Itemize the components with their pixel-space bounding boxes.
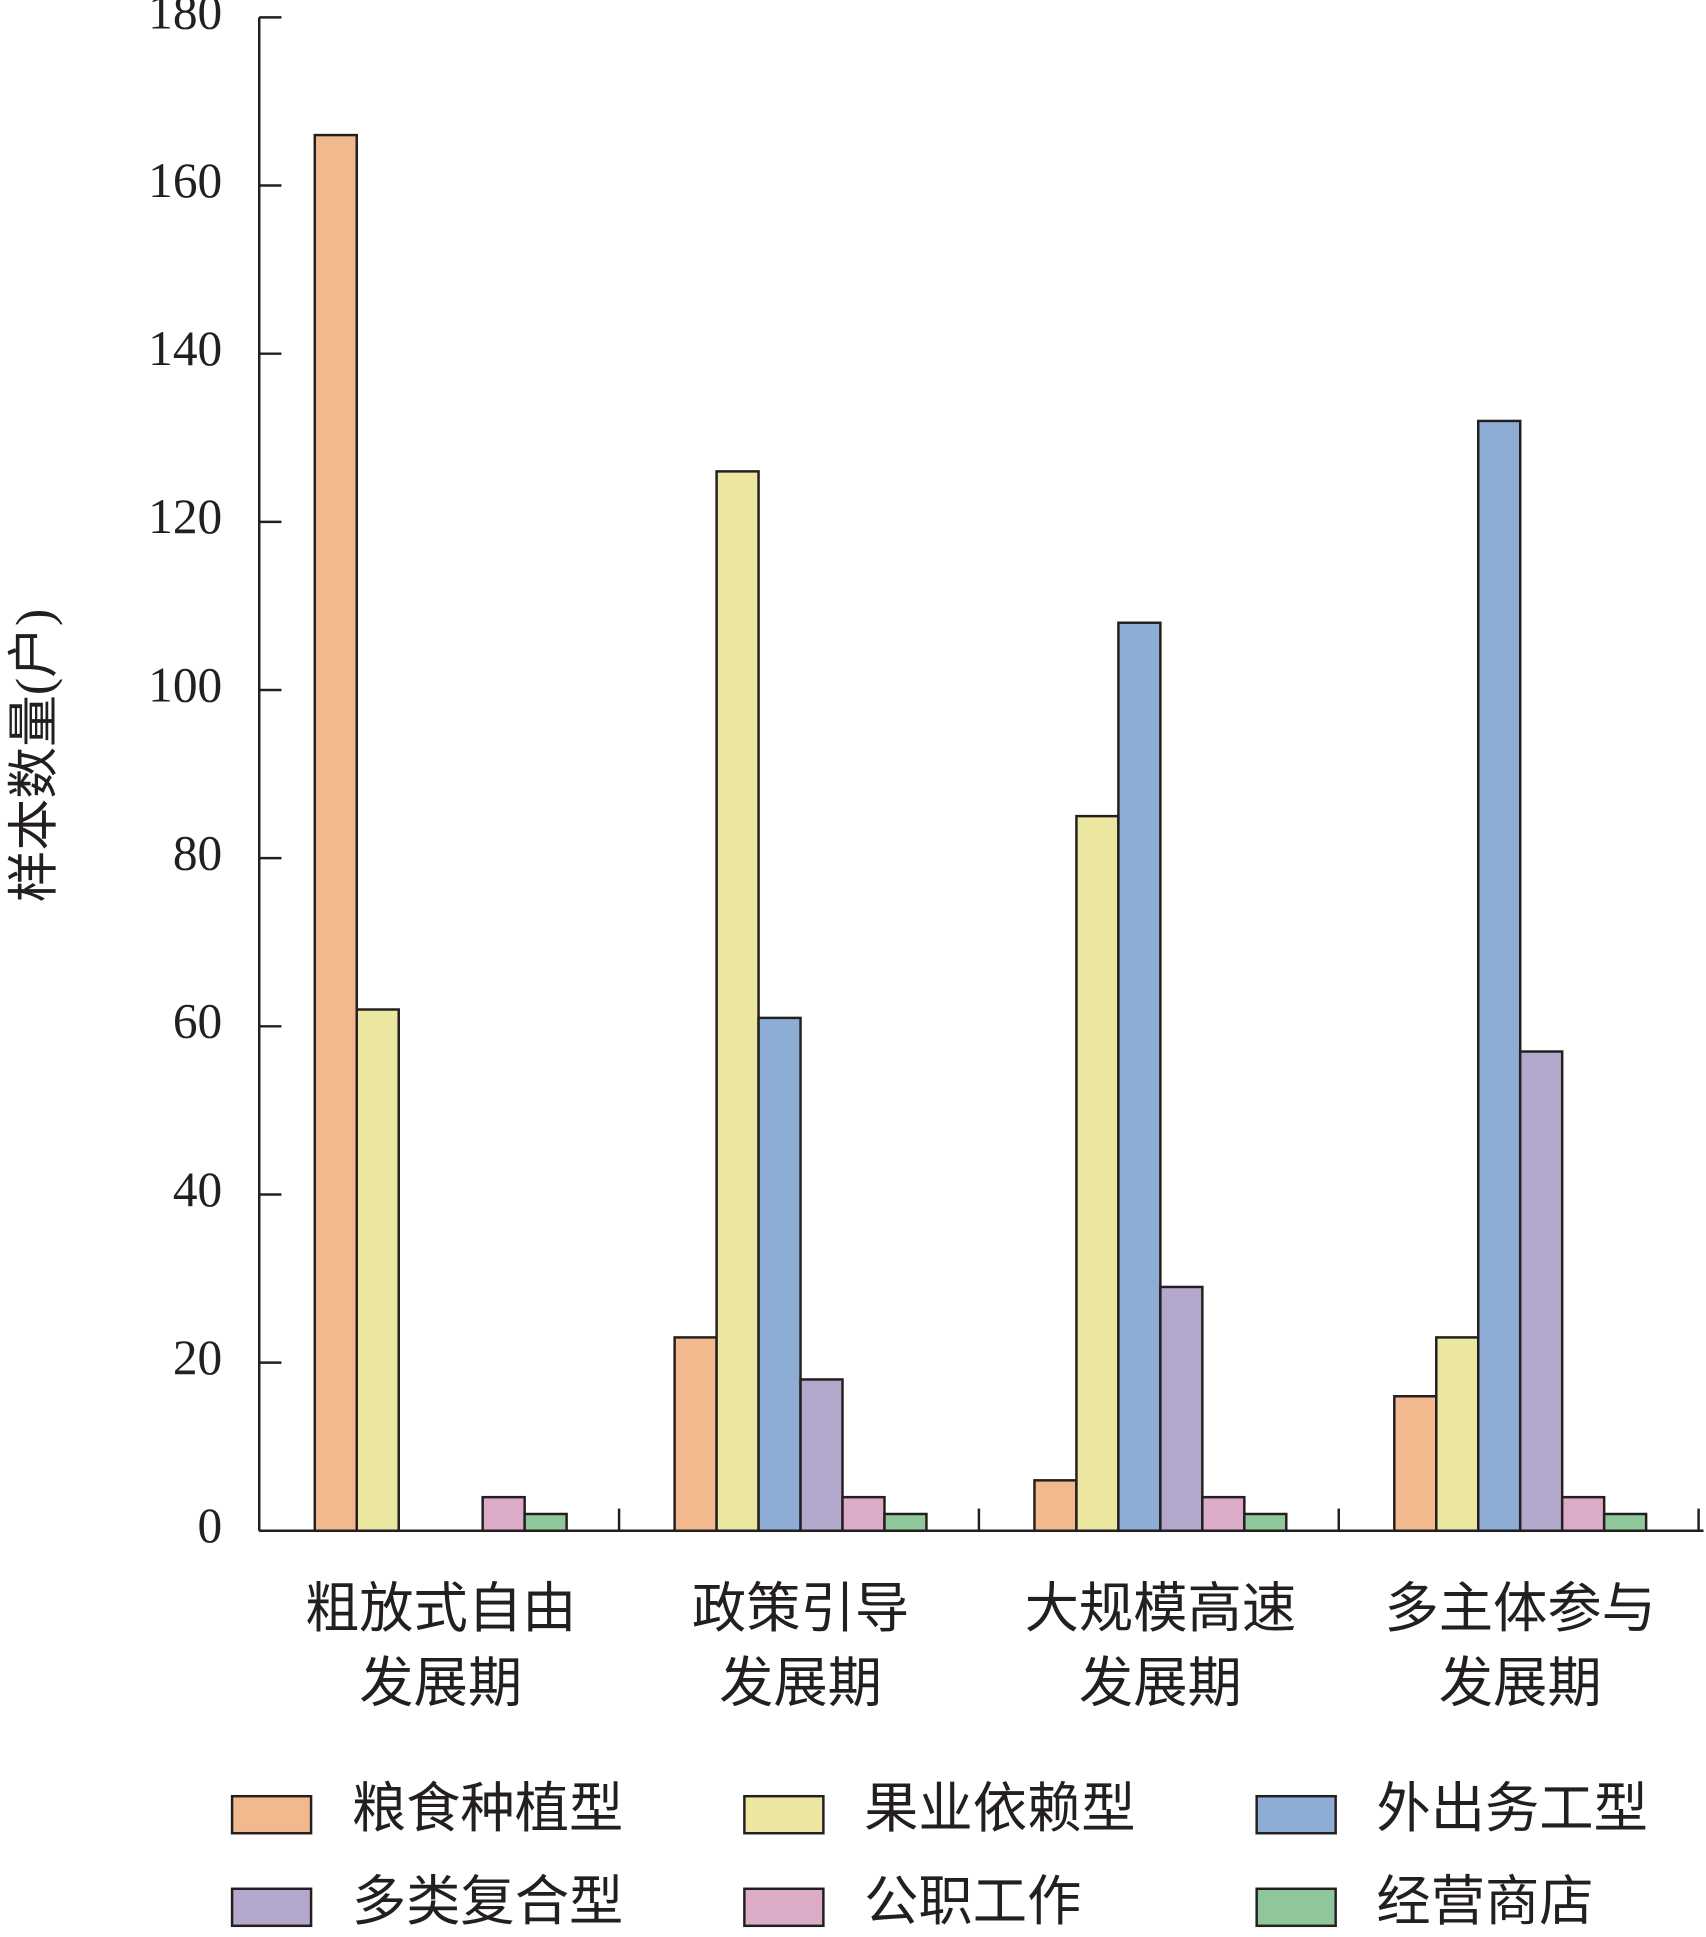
x-tick-label: 发展期 (719, 1653, 882, 1713)
bar (883, 1512, 928, 1533)
bar (1477, 419, 1522, 1533)
bar (715, 470, 760, 1533)
y-tick-label: 40 (173, 1162, 222, 1217)
legend-swatch (743, 1887, 825, 1928)
y-tick-label: 80 (173, 825, 222, 880)
bar (1243, 1512, 1288, 1533)
bar (313, 133, 358, 1533)
y-tick-label: 60 (173, 994, 222, 1049)
bar (355, 1008, 400, 1533)
y-tick-label: 120 (148, 489, 222, 544)
bar (1201, 1495, 1246, 1533)
y-tick-label: 160 (148, 153, 222, 208)
bar (1159, 1285, 1204, 1533)
bar (523, 1512, 568, 1533)
y-tick-label: 20 (173, 1330, 222, 1385)
x-tick-label: 发展期 (359, 1653, 522, 1713)
bar (1393, 1395, 1438, 1533)
x-tick-label: 发展期 (1079, 1653, 1242, 1713)
y-tick-label: 180 (148, 0, 222, 40)
legend-swatch (743, 1794, 825, 1835)
x-tick-label: 粗放式自由 (305, 1579, 577, 1639)
bar (757, 1016, 802, 1533)
bar (1033, 1479, 1078, 1533)
legend-label: 外出务工型 (1376, 1779, 1647, 1839)
legend-swatch (1255, 1794, 1337, 1835)
legend-label: 多类复合型 (352, 1872, 623, 1932)
legend-swatch (230, 1887, 313, 1928)
legend-label: 经营商店 (1376, 1872, 1593, 1932)
legend-label: 粮食种植型 (352, 1779, 623, 1839)
bar (841, 1495, 886, 1533)
bar (673, 1336, 718, 1533)
legend-swatch (1255, 1887, 1337, 1928)
legend-label: 果业依赖型 (864, 1779, 1136, 1839)
x-tick-label: 多主体参与 (1384, 1579, 1656, 1639)
bar (1117, 621, 1162, 1533)
y-tick-label: 140 (148, 321, 222, 376)
x-tick-label: 大规模高速 (1025, 1579, 1297, 1639)
bar (1435, 1336, 1480, 1533)
y-tick-label: 0 (198, 1498, 223, 1553)
bar (1602, 1512, 1648, 1533)
bar (1518, 1050, 1564, 1533)
bar (1560, 1495, 1606, 1533)
x-tick-label: 政策引导 (692, 1579, 909, 1639)
y-axis-label: 样本数量(户) (6, 609, 63, 903)
bar (1075, 814, 1120, 1533)
legend-swatch (230, 1794, 313, 1835)
x-tick-label: 发展期 (1439, 1653, 1602, 1713)
bar (481, 1495, 526, 1533)
y-tick-label: 100 (148, 657, 222, 712)
bar (799, 1378, 844, 1533)
legend-label: 公职工作 (864, 1872, 1081, 1932)
